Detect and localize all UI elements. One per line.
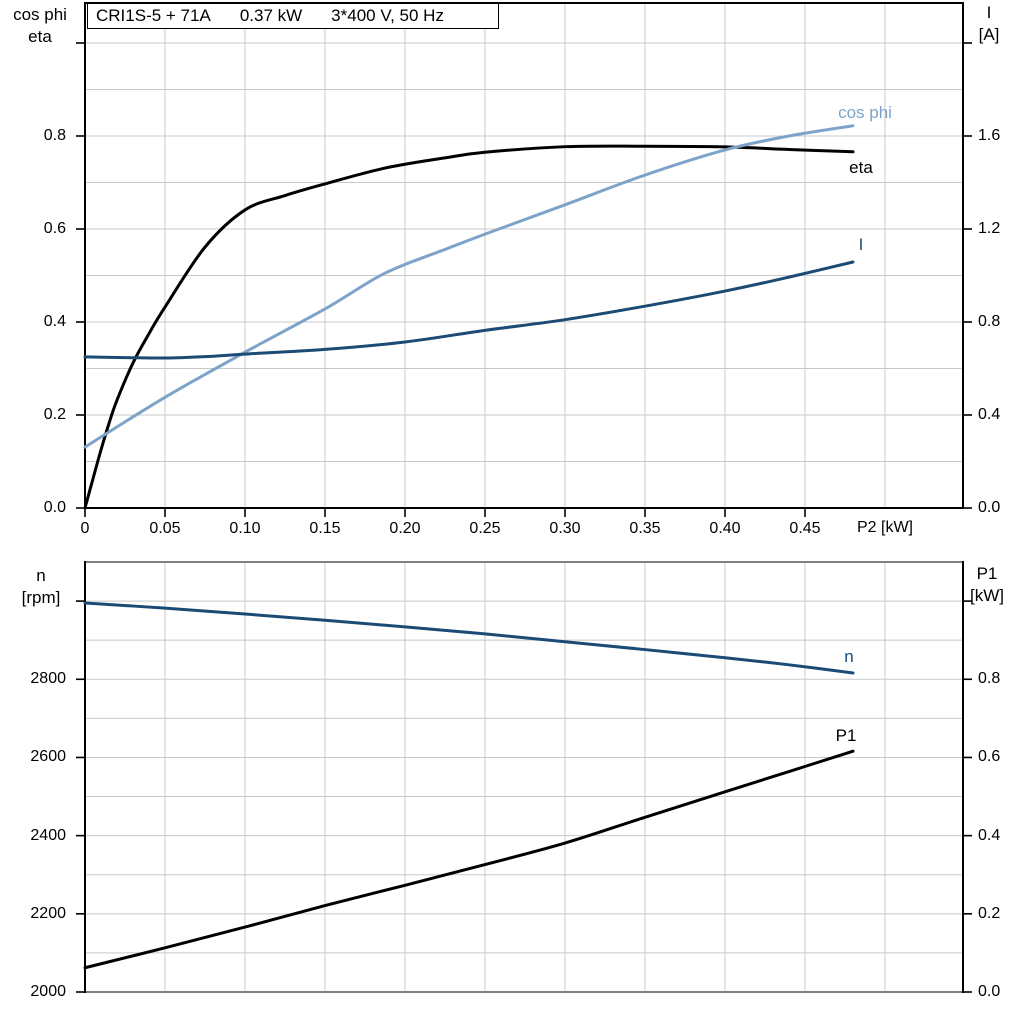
tick-label-right: 0.0 <box>978 983 1001 1000</box>
curve-label-cos-phi: cos phi <box>838 103 892 122</box>
tick-label-left: 0.4 <box>43 312 66 330</box>
tick-label-x: 0.30 <box>549 520 581 537</box>
tick-label-right: 0.0 <box>978 499 1001 516</box>
curve-label-I: I <box>858 235 864 254</box>
tick-label-x: 0.20 <box>389 520 421 537</box>
tick-label-right: 0.2 <box>978 904 1001 922</box>
right-axis-title-line1: I <box>986 3 992 22</box>
tick-label-right: 0.4 <box>978 405 1001 423</box>
tick-label-left: 2400 <box>30 826 66 844</box>
p1-axis-title-line1: P1 <box>976 564 998 583</box>
tick-label-left: 2800 <box>30 670 66 688</box>
curve-P1 <box>83 749 855 970</box>
curve-cos-phi <box>83 124 855 449</box>
tick-label-x: 0.25 <box>469 520 501 537</box>
speed-axis-title-line1: n <box>36 566 46 585</box>
tick-label-left: 0.2 <box>43 405 66 423</box>
title-model: CRI1S-5 + 71A <box>96 6 211 25</box>
tick-label-x: 0.15 <box>309 520 341 537</box>
tick-label-right: 0.8 <box>978 670 1001 688</box>
top-chart-right-axis-title: I [A] <box>959 2 1019 46</box>
title-supply: 3*400 V, 50 Hz <box>331 6 444 25</box>
tick-label-left: 2000 <box>30 983 66 1000</box>
left-axis-title-line1: cos phi <box>13 5 67 24</box>
right-axis-title-line2: [A] <box>978 25 1000 44</box>
tick-label-right: 1.2 <box>978 219 1001 237</box>
bottom-chart-left-axis-title: n [rpm] <box>6 565 76 609</box>
tick-label-x: 0.45 <box>789 520 821 537</box>
p1-axis-title-line2: [kW] <box>970 586 1004 605</box>
tick-label-left: 0.8 <box>43 126 66 144</box>
top-chart-left-axis-title: cos phi eta <box>2 4 78 48</box>
tick-label-x: 0.40 <box>709 520 741 537</box>
tick-label-left: 0.6 <box>43 219 66 237</box>
tick-label-right: 1.6 <box>978 126 1001 144</box>
speed-axis-title-line2: [rpm] <box>21 588 61 607</box>
tick-label-x: 0.35 <box>629 520 661 537</box>
tick-label-right: 0.8 <box>978 312 1001 330</box>
tick-label-left: 2200 <box>30 904 66 922</box>
curve-label-eta: eta <box>849 158 873 177</box>
tick-label-right: 0.4 <box>978 826 1001 844</box>
x-axis-title: P2 [kW] <box>856 519 914 536</box>
bottom-chart-right-axis-title: P1 [kW] <box>956 563 1018 607</box>
tick-label-left: 2600 <box>30 748 66 766</box>
curve-eta <box>83 144 855 510</box>
curve-n <box>83 601 855 675</box>
tick-label-x: 0 <box>80 520 90 537</box>
tick-label-x: 0.05 <box>149 520 181 537</box>
tick-label-left: 0.0 <box>43 499 66 516</box>
tick-label-right: 0.6 <box>978 748 1001 766</box>
left-axis-title-line2: eta <box>28 27 52 46</box>
curve-label-n: n <box>844 647 854 666</box>
curve-I <box>83 260 855 360</box>
curve-label-P1: P1 <box>835 726 857 745</box>
chart-title-box: CRI1S-5 + 71A 0.37 kW 3*400 V, 50 Hz <box>87 3 499 29</box>
tick-label-x: 0.10 <box>229 520 261 537</box>
title-power: 0.37 kW <box>239 6 303 25</box>
